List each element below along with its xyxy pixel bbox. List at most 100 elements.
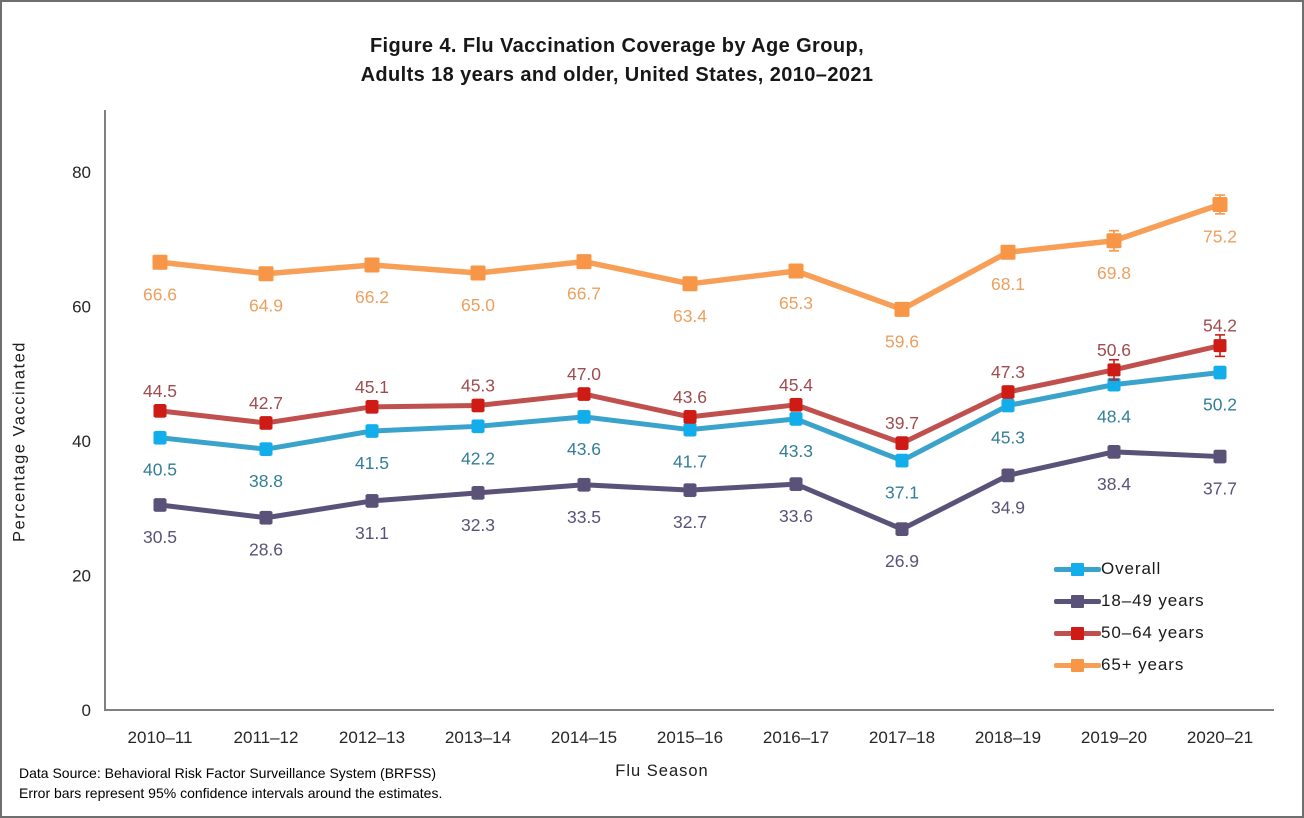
data-point-marker [683,423,697,437]
data-label: 45.4 [779,375,813,395]
data-label: 26.9 [885,551,919,571]
chart-title-line1: Figure 4. Flu Vaccination Coverage by Ag… [369,35,865,57]
data-label: 50.6 [1097,340,1131,360]
data-point-marker [259,416,273,430]
legend-label-50-64: 50–64 years [1101,623,1205,642]
data-point-marker [1213,339,1227,353]
footnote: Data Source: Behavioral Risk Factor Surv… [19,763,442,803]
y-tick-label: 60 [72,298,91,317]
data-label: 65.3 [779,293,813,313]
data-label: 38.8 [249,471,283,491]
data-point-marker [1000,244,1016,260]
data-label: 43.6 [567,439,601,459]
data-point-marker [1001,468,1015,482]
legend-item-18-49: 18–49 years [1054,590,1204,612]
data-label: 33.5 [567,507,601,527]
data-point-marker [577,410,591,424]
data-point-marker [365,400,379,414]
legend-swatch-overall [1054,558,1101,580]
data-label: 64.9 [249,296,283,316]
chart-title-line2: Adults 18 years and older, United States… [360,64,874,86]
x-tick-label: 2016–17 [763,728,829,747]
data-label: 40.5 [143,460,177,480]
data-point-marker [1106,233,1122,249]
footnote-data-source: Data Source: Behavioral Risk Factor Surv… [19,765,437,781]
data-label: 75.2 [1203,226,1237,246]
legend-marker-65plus-icon [1071,658,1084,672]
legend-item-50-64: 50–64 years [1054,622,1204,644]
data-label: 45.3 [461,375,495,395]
data-label: 59.6 [885,331,919,351]
legend-item-overall: Overall [1054,558,1204,580]
data-label: 54.2 [1203,316,1237,336]
data-label: 32.3 [461,515,495,535]
data-point-marker [789,412,803,426]
data-point-marker [365,424,379,438]
data-label: 47.3 [991,362,1025,382]
data-point-marker [1212,196,1228,212]
data-label: 50.2 [1203,395,1237,415]
data-label: 42.2 [461,448,495,468]
data-label: 31.1 [355,523,389,543]
data-point-marker [1107,445,1121,459]
data-label: 32.7 [673,512,707,532]
legend-marker-50-64-icon [1071,626,1084,640]
x-tick-label: 2019–20 [1081,728,1147,747]
data-point-marker [258,266,274,282]
legend-label-65plus: 65+ years [1101,655,1185,674]
legend-marker-18-49-icon [1071,594,1084,608]
legend: Overall 18–49 years 50–64 years 65+ year… [1054,558,1204,676]
data-point-marker [682,276,698,292]
data-point-marker [894,301,910,317]
data-label: 30.5 [143,527,177,547]
legend-swatch-65plus [1054,654,1101,676]
data-point-marker [788,263,804,279]
legend-swatch-18-49 [1054,590,1101,612]
legend-item-65plus: 65+ years [1054,654,1204,676]
x-tick-label: 2015–16 [657,728,723,747]
data-label: 69.8 [1097,263,1131,283]
data-point-marker [895,436,909,450]
data-point-marker [153,498,167,512]
data-point-marker [576,254,592,270]
x-tick-label: 2010–11 [128,728,193,747]
y-tick-label: 40 [72,432,91,451]
data-label: 48.4 [1097,407,1131,427]
data-label: 45.3 [991,427,1025,447]
x-tick-label: 2012–13 [339,728,405,747]
data-point-marker [1001,398,1015,412]
data-point-marker [153,431,167,445]
y-tick-label: 20 [72,567,91,586]
data-point-marker [152,254,168,270]
data-point-marker [1001,385,1015,399]
data-label: 45.1 [355,377,389,397]
x-tick-label: 2011–12 [234,728,299,747]
data-label: 65.0 [461,295,495,315]
data-label: 47.0 [567,364,601,384]
data-label: 44.5 [143,381,177,401]
data-label: 37.1 [885,483,919,503]
legend-swatch-50-64 [1054,622,1101,644]
data-point-marker [470,265,486,281]
data-label: 42.7 [249,393,283,413]
data-point-marker [1107,363,1121,377]
data-point-marker [471,486,485,500]
data-point-marker [895,522,909,536]
data-point-marker [895,454,909,468]
footnote-error-bars: Error bars represent 95% confidence inte… [19,785,443,801]
data-label: 41.7 [673,452,707,472]
legend-label-18-49: 18–49 years [1101,591,1205,610]
data-point-marker [577,478,591,492]
data-label: 63.4 [673,306,707,326]
data-label: 66.6 [143,284,177,304]
data-label: 33.6 [779,506,813,526]
legend-label-overall: Overall [1101,559,1162,578]
data-label: 38.4 [1097,474,1131,494]
x-tick-label: 2018–19 [975,728,1041,747]
data-point-marker [577,387,591,401]
data-label: 43.3 [779,441,813,461]
data-label: 43.6 [673,387,707,407]
data-label: 39.7 [885,413,919,433]
data-point-marker [1213,366,1227,380]
